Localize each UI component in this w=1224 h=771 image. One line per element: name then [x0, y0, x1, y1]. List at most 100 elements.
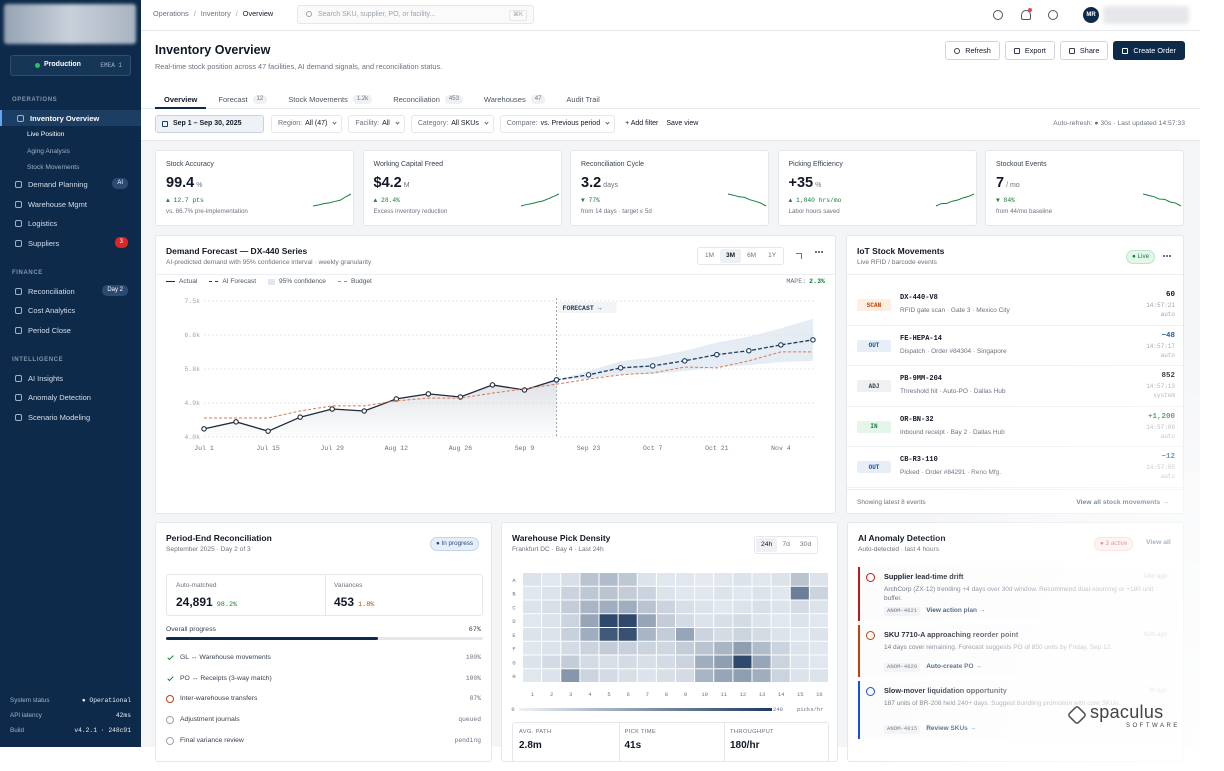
action-button[interactable]: Export: [1004, 41, 1055, 60]
range-button[interactable]: 30d: [799, 541, 812, 548]
sparkline: [935, 193, 974, 207]
heat-cell: [637, 586, 656, 600]
tab-count: 1.2k: [352, 94, 373, 105]
avatar[interactable]: MR: [1083, 7, 1099, 23]
range-button[interactable]: 1M: [705, 252, 715, 259]
filter-link[interactable]: Save view: [666, 119, 699, 127]
tab[interactable]: Reconciliation 453: [393, 90, 463, 109]
status-value: ● Operational: [81, 697, 131, 704]
action-button[interactable]: Share: [1059, 41, 1109, 60]
legend-label: 95% confidence: [279, 278, 326, 285]
event-source: auto: [1160, 351, 1175, 359]
search-box[interactable]: Search SKU, supplier, PO, or facility...…: [297, 5, 534, 24]
breadcrumb-item[interactable]: Operations: [153, 9, 189, 18]
range-button[interactable]: 6M: [747, 252, 757, 259]
nav-item[interactable]: Inventory Overview: [0, 110, 141, 126]
event-row[interactable]: OUT FE-HEPA-14 Dispatch · Order #84304 · S…: [847, 326, 1183, 366]
filter[interactable]: Facility: All: [348, 115, 405, 133]
event-row[interactable]: SCAN DX-440-V8 RFID gate scan · Gate 3 · M…: [847, 285, 1183, 326]
anomaly-action[interactable]: Auto-create PO →: [926, 663, 982, 671]
nav-subitem[interactable]: Live Position: [0, 127, 141, 143]
nav-item[interactable]: Warehouse Mgmt: [0, 196, 141, 212]
search-shortcut: ⌘K: [508, 10, 527, 22]
event-row[interactable]: ADJ PB-9MM-204 Threshold hit · Auto-PO · D…: [847, 366, 1183, 407]
nav-item[interactable]: AI Insights: [0, 370, 141, 386]
event-row[interactable]: IN OR-BN-32 Inbound receipt · Bay 2 · Dall…: [847, 407, 1183, 447]
range-button[interactable]: 24h: [756, 538, 778, 553]
range-button[interactable]: 1Y: [768, 252, 777, 259]
filter[interactable]: Category: All SKUs: [410, 115, 494, 133]
button-label: Refresh: [965, 46, 991, 55]
heat-cell: [790, 586, 809, 600]
tab[interactable]: Warehouses 47: [484, 90, 546, 109]
progress-track: [166, 637, 483, 640]
check-icon: [167, 653, 174, 661]
filter[interactable]: Compare: vs. Previous period: [499, 115, 616, 133]
range-button[interactable]: 3M: [720, 249, 742, 263]
nav-icon: [15, 239, 22, 247]
kpi-note: vs. 86.7% pre-implementation: [166, 208, 248, 215]
nav-item[interactable]: Reconciliation Day 2: [0, 283, 141, 299]
iot-link[interactable]: View all stock movements →: [1076, 499, 1169, 506]
event-sku: PB-9MM-204: [900, 375, 943, 383]
notifications-icon[interactable]: [1021, 8, 1032, 20]
expand-icon[interactable]: [796, 253, 802, 259]
nav-item[interactable]: Anomaly Detection: [0, 389, 141, 405]
more-icon[interactable]: [815, 251, 823, 255]
heat-cell: [637, 628, 656, 641]
more-icon[interactable]: [1163, 255, 1171, 257]
action-button[interactable]: Create Order: [1113, 41, 1185, 60]
anomaly-action[interactable]: View action plan →: [926, 607, 986, 615]
heat-cell: [561, 600, 580, 614]
event-row[interactable]: OUT CB-R3-110 Picked · Order #84291 · Reno…: [847, 447, 1183, 488]
range-button[interactable]: 7d: [782, 541, 790, 548]
heat-cell: [542, 614, 561, 627]
forecast-annotation: FORECAST →: [563, 305, 602, 312]
panel-subtitle: Auto-detected · last 4 hours: [858, 546, 940, 553]
help-icon[interactable]: [993, 10, 1003, 20]
nav-subitem[interactable]: Aging Analysis: [0, 143, 141, 159]
heat-cell: [637, 614, 656, 627]
settings-icon[interactable]: [1048, 10, 1058, 20]
breadcrumb-item[interactable]: Overview: [242, 9, 274, 18]
heat-cell: [733, 586, 752, 600]
env-switch[interactable]: Production EMEA 1: [10, 55, 131, 76]
stat-pct: 1.8%: [358, 601, 375, 609]
date-picker[interactable]: Sep 1 – Sep 30, 2025: [155, 115, 264, 133]
heat-cell: [809, 655, 828, 669]
nav-item[interactable]: Cost Analytics: [0, 302, 141, 318]
nav-item[interactable]: Period Close: [0, 322, 141, 338]
event-source: auto: [1160, 473, 1175, 480]
stat-value: 41s: [624, 740, 642, 751]
nav-item[interactable]: Demand Planning AI: [0, 176, 141, 192]
anomaly-item[interactable]: Supplier lead-time drift 14m ago ArchCorp …: [858, 567, 1175, 621]
tab[interactable]: Stock Movements 1.2k: [288, 90, 373, 109]
action-button[interactable]: Refresh: [945, 41, 1000, 60]
nav-label: Period Close: [28, 325, 71, 335]
point: [681, 358, 688, 364]
nav-label: Cost Analytics: [28, 306, 76, 315]
row-label: A: [512, 577, 516, 584]
tab[interactable]: Overview: [155, 90, 207, 109]
y-tick-label: 4.9k: [184, 400, 200, 407]
stat-label: PICK TIME: [624, 729, 657, 735]
heat-cell: [752, 669, 771, 682]
logo: [4, 4, 136, 44]
filter-link[interactable]: + Add filter: [625, 119, 659, 127]
x-tick-label: Aug 12: [385, 445, 409, 452]
anomaly-action[interactable]: Review SKUs →: [926, 725, 977, 733]
filters: Region: All (47) Facility: All Category: All …: [271, 115, 698, 133]
nav-item[interactable]: Suppliers 3: [0, 235, 141, 251]
tab[interactable]: Forecast 12: [218, 90, 268, 109]
live-badge: ● Live: [1126, 250, 1156, 264]
event-qty: 852: [1161, 372, 1175, 380]
nav-item[interactable]: Logistics: [0, 215, 141, 231]
nav-item[interactable]: Scenario Modeling: [0, 409, 141, 425]
anomaly-item[interactable]: SKU 7710-A approaching reorder point 42m …: [858, 625, 1175, 677]
nav-subitem[interactable]: Stock Movements: [0, 160, 141, 176]
panel-title: Period-End Reconciliation: [166, 533, 272, 543]
tab[interactable]: Audit Trail: [566, 90, 599, 109]
breadcrumb-item[interactable]: Inventory: [200, 9, 231, 18]
filter[interactable]: Region: All (47): [271, 115, 343, 133]
view-all-link[interactable]: View all: [1146, 539, 1171, 546]
